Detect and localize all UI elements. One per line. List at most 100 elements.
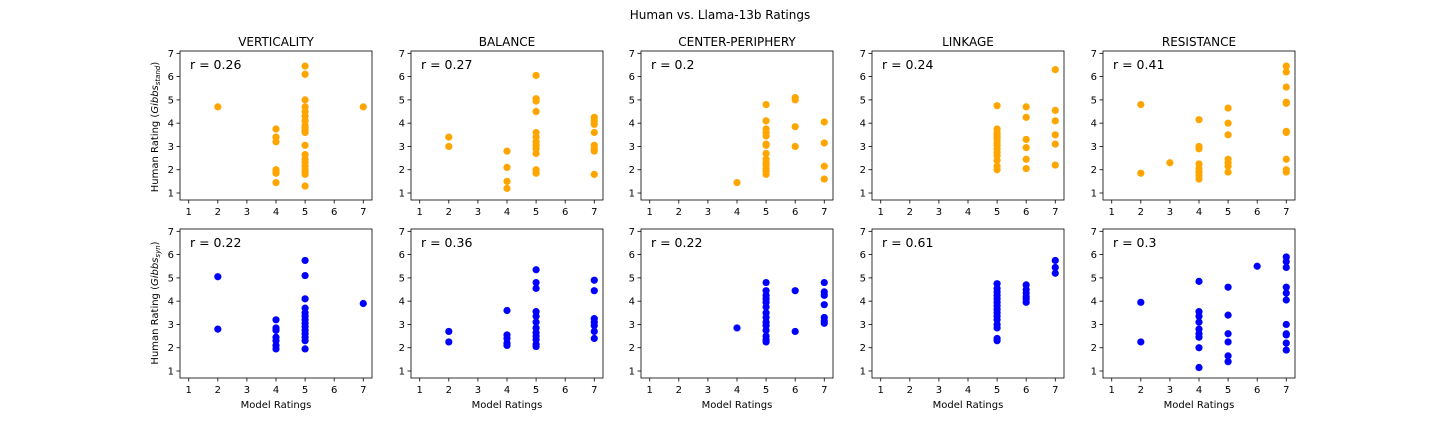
- data-point: [791, 142, 799, 151]
- data-point: [1282, 339, 1290, 347]
- data-point: [214, 273, 222, 281]
- data-point: [1051, 263, 1059, 272]
- y-tick-label: 2: [860, 343, 866, 354]
- y-tick-label: 1: [168, 189, 174, 200]
- y-tick-label: 2: [168, 343, 174, 354]
- correlation-annotation: r = 0.3: [1113, 235, 1156, 250]
- y-tick-label: 5: [629, 273, 635, 284]
- x-tick-label: 4: [1196, 207, 1202, 218]
- data-point: [272, 326, 280, 334]
- data-point: [590, 327, 598, 336]
- data-point: [820, 162, 828, 170]
- correlation-annotation: r = 0.61: [882, 235, 933, 250]
- data-point: [1282, 62, 1290, 70]
- y-tick-label: 3: [860, 320, 866, 331]
- subplot-bottom-2: 1 2 3 4 5 6 7 1 2 3 4 5 6 7 r = 0.36 Model Ratings: [399, 227, 604, 411]
- data-point: [1224, 283, 1232, 291]
- y-tick-label: 6: [860, 250, 866, 261]
- x-tick-label: 2: [676, 385, 682, 396]
- y-tick-label: 3: [1091, 142, 1097, 153]
- y-tick-label: 7: [1091, 227, 1097, 238]
- plot-frame: [179, 228, 373, 379]
- data-point: [214, 325, 222, 333]
- y-tick-label: 3: [629, 142, 635, 153]
- y-tick-label: 4: [629, 119, 635, 130]
- data-point: [590, 322, 598, 330]
- y-tick-label: 1: [168, 367, 174, 378]
- data-point: [1282, 99, 1290, 107]
- data-point: [1022, 298, 1030, 306]
- data-point: [762, 117, 770, 125]
- subplot-top-2: 1 2 3 4 5 6 7 1 2 3 4 5 6 7 r = 0.27 BALANCE: [399, 35, 604, 218]
- correlation-annotation: r = 0.41: [1113, 57, 1164, 72]
- figure-title: Human vs. Llama-13b Ratings: [630, 8, 810, 22]
- y-tick-label: 6: [1091, 250, 1097, 261]
- y-tick-label: 4: [168, 119, 174, 130]
- x-tick-label: 1: [878, 385, 884, 396]
- data-point: [993, 324, 1001, 332]
- data-point: [762, 303, 770, 311]
- y-tick-label: 4: [1091, 297, 1097, 308]
- data-point: [1137, 169, 1145, 177]
- y-tick-label: 4: [860, 119, 866, 130]
- data-point: [1282, 346, 1290, 354]
- data-point: [1166, 159, 1174, 167]
- data-point: [590, 170, 598, 178]
- x-tick-label: 2: [676, 207, 682, 218]
- data-point: [590, 334, 598, 343]
- data-point: [445, 327, 453, 336]
- y-tick-label: 1: [629, 367, 635, 378]
- data-point: [733, 324, 741, 332]
- x-tick-label: 5: [533, 385, 539, 396]
- data-point: [791, 287, 799, 295]
- data-point: [993, 156, 1001, 165]
- x-tick-label: 7: [1283, 207, 1289, 218]
- y-tick-label: 6: [629, 72, 635, 83]
- y-tick-label: 6: [168, 72, 174, 83]
- data-point: [532, 149, 540, 158]
- correlation-annotation: r = 0.22: [651, 235, 702, 250]
- data-point: [1051, 131, 1059, 139]
- data-point: [532, 284, 540, 292]
- y-tick-label: 6: [1091, 72, 1097, 83]
- x-tick-label: 1: [1109, 385, 1115, 396]
- correlation-annotation: r = 0.2: [651, 57, 694, 72]
- x-tick-label: 7: [591, 385, 597, 396]
- x-tick-label: 4: [734, 385, 740, 396]
- y-tick-label: 3: [1091, 320, 1097, 331]
- data-point: [1195, 344, 1203, 352]
- data-point: [445, 133, 453, 141]
- data-point: [1224, 358, 1232, 366]
- data-point: [301, 256, 309, 265]
- data-point: [762, 132, 770, 140]
- data-point: [301, 62, 309, 70]
- data-point: [1282, 128, 1290, 137]
- y-tick-label: 7: [860, 227, 866, 238]
- data-point: [532, 312, 540, 320]
- subplot-top-4: 1 2 3 4 5 6 7 1 2 3 4 5 6 7 r = 0.24 LINKAGE: [860, 35, 1065, 218]
- data-point: [214, 103, 222, 111]
- data-point: [1195, 175, 1203, 183]
- y-tick-label: 2: [629, 343, 635, 354]
- data-point: [301, 182, 309, 190]
- y-tick-label: 2: [168, 165, 174, 176]
- data-point: [590, 276, 598, 284]
- data-point: [1282, 283, 1290, 291]
- data-point: [993, 337, 1001, 345]
- x-axis-label: Model Ratings: [1164, 400, 1235, 411]
- x-tick-label: 1: [186, 207, 192, 218]
- correlation-annotation: r = 0.26: [190, 57, 241, 72]
- plot-frame: [179, 50, 373, 201]
- data-point: [1051, 269, 1059, 277]
- y-tick-label: 7: [399, 49, 405, 60]
- y-tick-label: 7: [399, 227, 405, 238]
- plot-frame: [1102, 228, 1296, 379]
- data-point: [1051, 256, 1059, 265]
- x-tick-label: 3: [1167, 385, 1173, 396]
- data-point: [1051, 117, 1059, 125]
- data-point: [301, 295, 309, 303]
- x-tick-label: 3: [475, 207, 481, 218]
- data-point: [1022, 103, 1030, 111]
- data-point: [503, 177, 511, 185]
- data-point: [1282, 257, 1290, 266]
